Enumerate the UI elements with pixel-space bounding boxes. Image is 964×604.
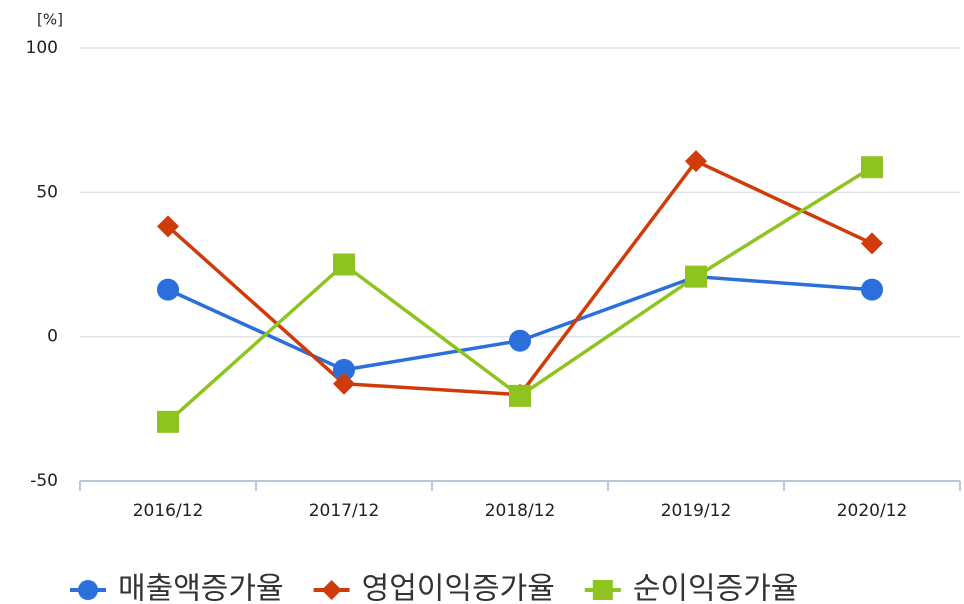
legend-label: 영업이익증가율 — [362, 572, 555, 604]
legend: 매출액증가율 영업이익증가율 순이익증가율 — [70, 572, 798, 604]
series-line — [166, 165, 873, 424]
marker — [333, 253, 355, 276]
x-tick-label: 2018/12 — [485, 501, 556, 521]
marker — [157, 410, 179, 433]
legend-label: 매출액증가율 — [118, 572, 284, 604]
series-line — [167, 274, 873, 372]
y-tick-label: -50 — [30, 471, 58, 491]
series-line — [166, 158, 873, 397]
marker — [78, 580, 98, 600]
marker — [861, 156, 883, 179]
marker — [157, 215, 179, 238]
y-axis-label: [%] — [37, 11, 63, 29]
marker — [861, 278, 883, 301]
x-tick-label: 2019/12 — [661, 501, 732, 521]
y-tick-label: 0 — [47, 327, 58, 347]
y-tick-label: 100 — [26, 38, 58, 58]
marker — [685, 150, 707, 173]
marker — [685, 265, 707, 288]
y-tick-label: 50 — [36, 182, 58, 202]
marker — [321, 580, 342, 600]
marker — [509, 384, 531, 407]
marker — [861, 232, 883, 255]
marker — [592, 580, 613, 600]
x-tick-label: 2016/12 — [133, 501, 204, 521]
marker — [157, 278, 179, 301]
marker — [509, 329, 531, 352]
legend-label: 순이익증가율 — [633, 572, 799, 604]
x-tick-label: 2020/12 — [837, 501, 908, 521]
marker — [333, 372, 355, 395]
x-tick-label: 2017/12 — [309, 501, 380, 521]
marker — [333, 358, 355, 381]
